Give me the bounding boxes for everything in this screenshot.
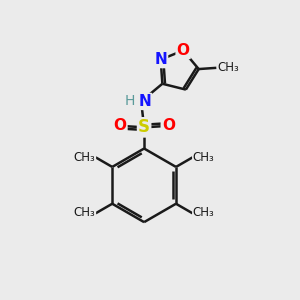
Text: O: O <box>177 43 190 58</box>
Text: O: O <box>162 118 175 134</box>
Text: CH₃: CH₃ <box>74 206 95 219</box>
Text: S: S <box>138 118 150 136</box>
Text: H: H <box>125 94 135 108</box>
Text: CH₃: CH₃ <box>193 206 214 219</box>
Text: O: O <box>113 118 127 134</box>
Text: N: N <box>138 94 151 109</box>
Text: CH₃: CH₃ <box>218 61 239 74</box>
Text: CH₃: CH₃ <box>74 151 95 164</box>
Text: N: N <box>154 52 167 67</box>
Text: CH₃: CH₃ <box>193 151 214 164</box>
